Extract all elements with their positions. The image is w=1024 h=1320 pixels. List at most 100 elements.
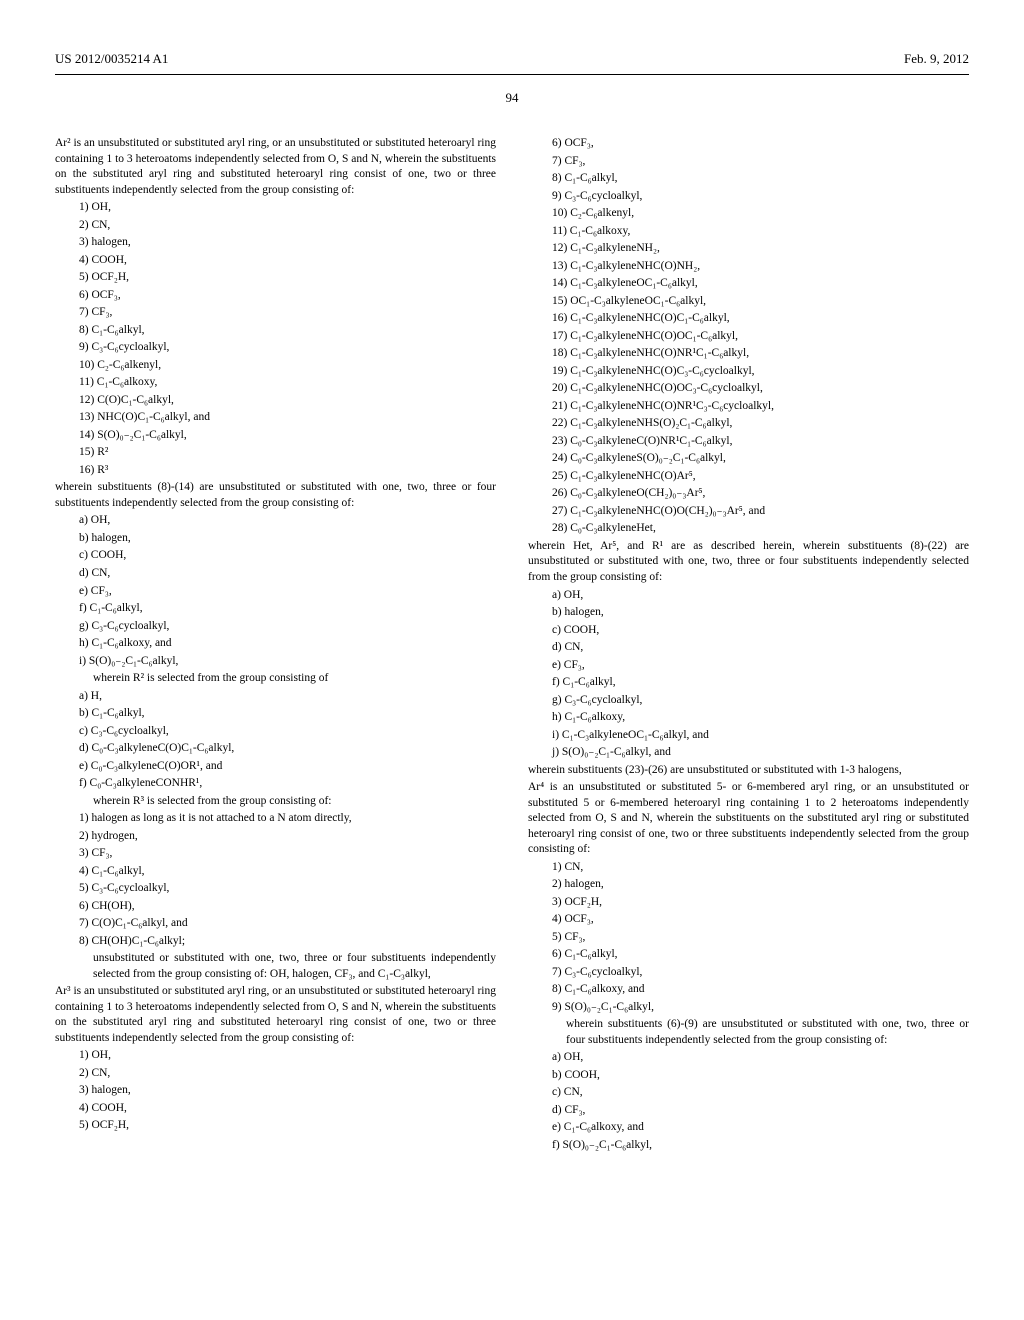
patent-number: US 2012/0035214 A1 — [55, 50, 168, 68]
header-rule — [55, 74, 969, 75]
list-item: b) C₁-C₆alkyl, — [55, 706, 496, 722]
list-item: c) C₃-C₆cycloalkyl, — [55, 724, 496, 740]
r2-intro: wherein R² is selected from the group co… — [55, 671, 496, 687]
list-item: 19) C₁-C₃alkyleneNHC(O)C₃-C₆cycloalkyl, — [528, 364, 969, 380]
list-item: 3) halogen, — [55, 1083, 496, 1099]
list-item: d) CN, — [528, 640, 969, 656]
list-item: 2) CN, — [55, 218, 496, 234]
list-item: f) C₀-C₃alkyleneCONHR¹, — [55, 776, 496, 792]
r2-list: a) H, b) C₁-C₆alkyl, c) C₃-C₆cycloalkyl,… — [55, 689, 496, 792]
list-item: 4) COOH, — [55, 1101, 496, 1117]
ar4-sub-list: a) OH, b) COOH, c) CN, d) CF₃, e) C₁-C₆a… — [528, 1050, 969, 1153]
list-item: 7) C₃-C₆cycloalkyl, — [528, 965, 969, 981]
list-item: 25) C₁-C₃alkyleneNHC(O)Ar⁵, — [528, 469, 969, 485]
list-item: a) OH, — [528, 588, 969, 604]
list-item: c) COOH, — [55, 548, 496, 564]
list-item: 6) C₁-C₆alkyl, — [528, 947, 969, 963]
list-item: 9) C₃-C₆cycloalkyl, — [55, 340, 496, 356]
top-list: 6) OCF₃, 7) CF₃, 8) C₁-C₆alkyl, 9) C₃-C₆… — [528, 136, 969, 537]
list-item: 1) CN, — [528, 860, 969, 876]
list-item: a) H, — [55, 689, 496, 705]
left-column: Ar² is an unsubstituted or substituted a… — [55, 136, 496, 1155]
sub-23-26-note: wherein substituents (23)-(26) are unsub… — [528, 763, 969, 779]
list-item: h) C₁-C₆alkoxy, and — [55, 636, 496, 652]
list-item: 14) S(O)₀₋₂C₁-C₆alkyl, — [55, 428, 496, 444]
ar3-list: 1) OH, 2) CN, 3) halogen, 4) COOH, 5) OC… — [55, 1048, 496, 1134]
list-item: 15) R² — [55, 445, 496, 461]
page-header: US 2012/0035214 A1 Feb. 9, 2012 — [55, 50, 969, 68]
list-item: e) CF₃, — [55, 584, 496, 600]
list-item: 6) OCF₃, — [55, 288, 496, 304]
list-item: 7) C(O)C₁-C₆alkyl, and — [55, 916, 496, 932]
page-number: 94 — [55, 89, 969, 107]
list-item: e) CF₃, — [528, 658, 969, 674]
list-item: f) C₁-C₆alkyl, — [55, 601, 496, 617]
list-item: 5) OCF₂H, — [55, 270, 496, 286]
list-item: 5) OCF₂H, — [55, 1118, 496, 1134]
r3-tail: unsubstituted or substituted with one, t… — [55, 951, 496, 982]
list-item: 23) C₀-C₃alkyleneC(O)NR¹C₁-C₆alkyl, — [528, 434, 969, 450]
list-item: 3) OCF₂H, — [528, 895, 969, 911]
list-item: 7) CF₃, — [528, 154, 969, 170]
list-item: 11) C₁-C₆alkoxy, — [528, 224, 969, 240]
list-item: 10) C₂-C₆alkenyl, — [528, 206, 969, 222]
ar4-sub-note: wherein substituents (6)-(9) are unsubst… — [528, 1017, 969, 1048]
list-item: a) OH, — [528, 1050, 969, 1066]
ar4-intro: Ar⁴ is an unsubstituted or substituted 5… — [528, 780, 969, 858]
list-item: 13) NHC(O)C₁-C₆alkyl, and — [55, 410, 496, 426]
list-item: 28) C₀-C₃alkyleneHet, — [528, 521, 969, 537]
het-sub-list: a) OH, b) halogen, c) COOH, d) CN, e) CF… — [528, 588, 969, 761]
list-item: 2) hydrogen, — [55, 829, 496, 845]
list-item: 4) OCF₃, — [528, 912, 969, 928]
list-item: e) C₁-C₆alkoxy, and — [528, 1120, 969, 1136]
right-column: 6) OCF₃, 7) CF₃, 8) C₁-C₆alkyl, 9) C₃-C₆… — [528, 136, 969, 1155]
list-item: h) C₁-C₆alkoxy, — [528, 710, 969, 726]
ar2-list: 1) OH, 2) CN, 3) halogen, 4) COOH, 5) OC… — [55, 200, 496, 478]
r3-list: 1) halogen as long as it is not attached… — [55, 811, 496, 949]
het-note: wherein Het, Ar⁵, and R¹ are as describe… — [528, 539, 969, 586]
list-item: 22) C₁-C₃alkyleneNHS(O)₂C₁-C₆alkyl, — [528, 416, 969, 432]
list-item: 3) CF₃, — [55, 846, 496, 862]
list-item: 1) OH, — [55, 200, 496, 216]
list-item: 17) C₁-C₃alkyleneNHC(O)OC₁-C₆alkyl, — [528, 329, 969, 345]
sub-a-list: a) OH, b) halogen, c) COOH, d) CN, e) CF… — [55, 513, 496, 669]
list-item: 4) COOH, — [55, 253, 496, 269]
list-item: f) C₁-C₆alkyl, — [528, 675, 969, 691]
list-item: 6) CH(OH), — [55, 899, 496, 915]
list-item: b) halogen, — [528, 605, 969, 621]
list-item: i) S(O)₀₋₂C₁-C₆alkyl, — [55, 654, 496, 670]
ar3-intro: Ar³ is an unsubstituted or substituted a… — [55, 984, 496, 1046]
list-item: 9) S(O)₀₋₂C₁-C₆alkyl, — [528, 1000, 969, 1016]
list-item: 7) CF₃, — [55, 305, 496, 321]
list-item: c) COOH, — [528, 623, 969, 639]
list-item: 1) OH, — [55, 1048, 496, 1064]
list-item: d) CF₃, — [528, 1103, 969, 1119]
list-item: 12) C₁-C₃alkyleneNH₂, — [528, 241, 969, 257]
list-item: g) C₃-C₆cycloalkyl, — [528, 693, 969, 709]
list-item: 2) halogen, — [528, 877, 969, 893]
list-item: 18) C₁-C₃alkyleneNHC(O)NR¹C₁-C₆alkyl, — [528, 346, 969, 362]
list-item: i) C₁-C₃alkyleneOC₁-C₆alkyl, and — [528, 728, 969, 744]
list-item: d) CN, — [55, 566, 496, 582]
ar4-list: 1) CN, 2) halogen, 3) OCF₂H, 4) OCF₃, 5)… — [528, 860, 969, 1016]
list-item: 8) C₁-C₆alkyl, — [55, 323, 496, 339]
list-item: d) C₀-C₃alkyleneC(O)C₁-C₆alkyl, — [55, 741, 496, 757]
list-item: 8) C₁-C₆alkyl, — [528, 171, 969, 187]
list-item: b) halogen, — [55, 531, 496, 547]
sub-8-14-note: wherein substituents (8)-(14) are unsubs… — [55, 480, 496, 511]
list-item: 5) CF₃, — [528, 930, 969, 946]
list-item: 20) C₁-C₃alkyleneNHC(O)OC₃-C₆cycloalkyl, — [528, 381, 969, 397]
list-item: 8) C₁-C₆alkoxy, and — [528, 982, 969, 998]
list-item: 10) C₂-C₆alkenyl, — [55, 358, 496, 374]
list-item: c) CN, — [528, 1085, 969, 1101]
list-item: 24) C₀-C₃alkyleneS(O)₀₋₂C₁-C₆alkyl, — [528, 451, 969, 467]
list-item: 5) C₃-C₆cycloalkyl, — [55, 881, 496, 897]
list-item: 3) halogen, — [55, 235, 496, 251]
list-item: b) COOH, — [528, 1068, 969, 1084]
list-item: 2) CN, — [55, 1066, 496, 1082]
list-item: 16) R³ — [55, 463, 496, 479]
body-columns: Ar² is an unsubstituted or substituted a… — [55, 136, 969, 1155]
list-item: j) S(O)₀₋₂C₁-C₆alkyl, and — [528, 745, 969, 761]
ar2-intro: Ar² is an unsubstituted or substituted a… — [55, 136, 496, 198]
list-item: 11) C₁-C₆alkoxy, — [55, 375, 496, 391]
